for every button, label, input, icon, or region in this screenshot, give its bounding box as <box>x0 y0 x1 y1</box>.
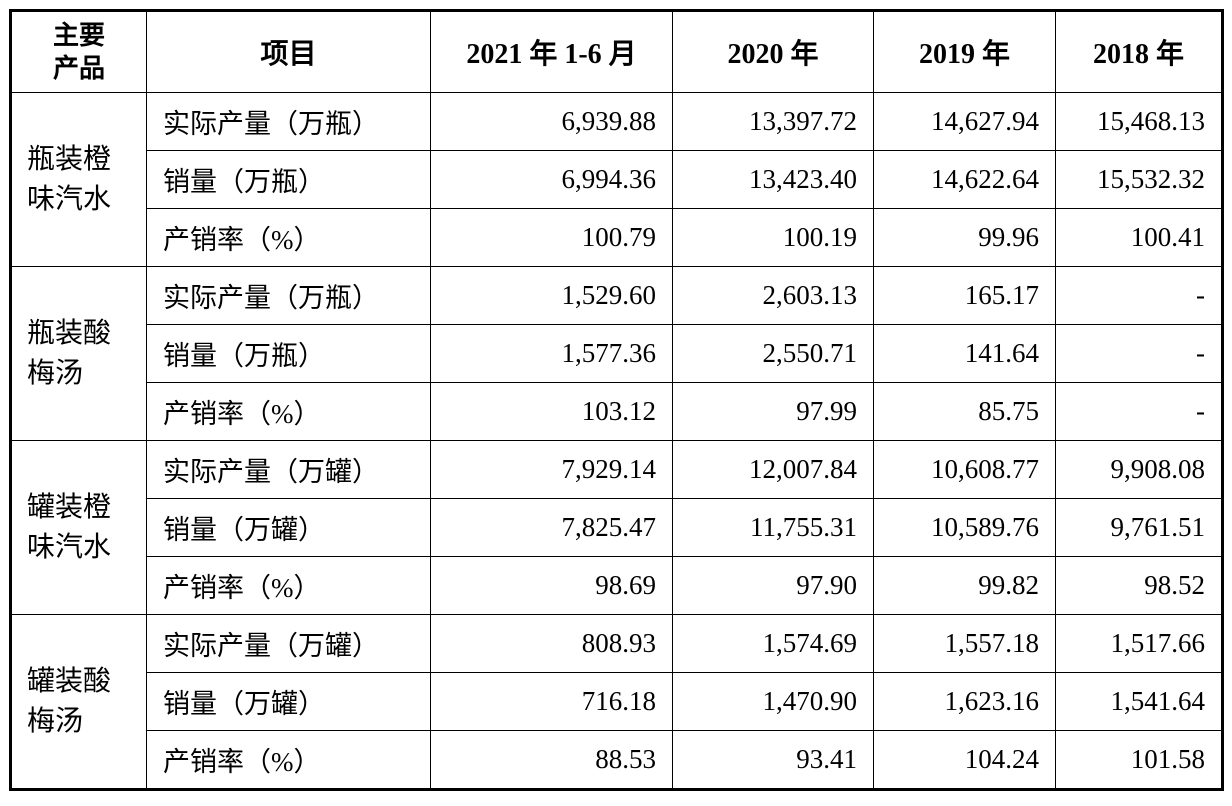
value-cell: 14,622.64 <box>873 150 1056 209</box>
table-row: 销量（万罐） 7,825.47 11,755.31 10,589.76 9,761.51 <box>11 498 1223 557</box>
value-cell: 15,532.32 <box>1055 150 1223 209</box>
table-row: 产销率（%） 100.79 100.19 99.96 100.41 <box>11 208 1223 267</box>
value-cell: - <box>1055 266 1223 325</box>
value-cell: 165.17 <box>873 266 1056 325</box>
table-row: 销量（万瓶） 6,994.36 13,423.40 14,622.64 15,532.3… <box>11 150 1223 209</box>
value-cell: 1,517.66 <box>1055 614 1223 673</box>
value-cell: 141.64 <box>873 324 1056 383</box>
value-cell: 7,929.14 <box>430 440 673 499</box>
product-name-line1: 罐装橙 <box>27 491 112 523</box>
value-cell: 100.41 <box>1055 208 1223 267</box>
header-main-product-line2: 产品 <box>52 54 105 83</box>
value-cell: 98.52 <box>1055 556 1223 615</box>
value-cell: 14,627.94 <box>873 92 1056 151</box>
value-cell: 13,397.72 <box>672 92 874 151</box>
value-cell: - <box>1055 382 1223 441</box>
value-cell: 9,761.51 <box>1055 498 1223 557</box>
header-main-product-line1: 主要 <box>52 21 105 50</box>
product-name-line1: 瓶装酸 <box>27 317 112 349</box>
value-cell: 11,755.31 <box>672 498 874 557</box>
value-cell: 93.41 <box>672 730 874 790</box>
value-cell: 88.53 <box>430 730 673 790</box>
header-period-2021h1: 2021 年 1-6 月 <box>430 10 673 93</box>
header-period-2018: 2018 年 <box>1055 10 1223 93</box>
item-label-cell: 销量（万瓶） <box>146 150 431 209</box>
value-cell: 99.96 <box>873 208 1056 267</box>
product-name-cell: 瓶装酸 梅汤 <box>10 266 147 441</box>
value-cell: 99.82 <box>873 556 1056 615</box>
item-label-cell: 产销率（%） <box>146 730 431 790</box>
table-row: 产销率（%） 98.69 97.90 99.82 98.52 <box>11 556 1223 615</box>
header-item: 项目 <box>146 10 431 93</box>
value-cell: 2,603.13 <box>672 266 874 325</box>
value-cell: 10,608.77 <box>873 440 1056 499</box>
value-cell: 97.90 <box>672 556 874 615</box>
value-cell: 1,470.90 <box>672 672 874 731</box>
value-cell: 100.79 <box>430 208 673 267</box>
value-cell: 13,423.40 <box>672 150 874 209</box>
item-label-cell: 销量（万瓶） <box>146 324 431 383</box>
product-name-cell: 罐装酸 梅汤 <box>10 614 147 790</box>
value-cell: 12,007.84 <box>672 440 874 499</box>
product-name-line1: 罐装酸 <box>27 665 112 697</box>
value-cell: 808.93 <box>430 614 673 673</box>
product-name-line2: 味汽水 <box>27 531 112 563</box>
value-cell: 85.75 <box>873 382 1056 441</box>
header-period-2020: 2020 年 <box>672 10 874 93</box>
table-row: 产销率（%） 103.12 97.99 85.75- <box>11 382 1223 441</box>
item-label-cell: 实际产量（万瓶） <box>146 92 431 151</box>
value-cell: 1,529.60 <box>430 266 673 325</box>
value-cell: - <box>1055 324 1223 383</box>
value-cell: 1,574.69 <box>672 614 874 673</box>
table-row: 销量（万罐） 716.18 1,470.90 1,623.16 1,541.64 <box>11 672 1223 731</box>
table-row: 罐装橙 味汽水 实际产量（万罐） 7,929.14 12,007.84 10,608.77… <box>10 440 1223 615</box>
value-cell: 1,541.64 <box>1055 672 1223 731</box>
product-name-line2: 味汽水 <box>27 183 112 215</box>
value-cell: 716.18 <box>430 672 673 731</box>
value-cell: 101.58 <box>1055 730 1223 790</box>
value-cell: 6,994.36 <box>430 150 673 209</box>
table-row: 产销率（%） 88.53 93.41 104.24 101.58 <box>11 730 1223 790</box>
item-label-cell: 产销率（%） <box>146 382 431 441</box>
value-cell: 1,557.18 <box>873 614 1056 673</box>
item-label-cell: 实际产量（万罐） <box>146 440 431 499</box>
item-label-cell: 产销率（%） <box>146 556 431 615</box>
product-name-cell: 瓶装橙 味汽水 <box>10 92 147 267</box>
item-label-cell: 销量（万罐） <box>146 672 431 731</box>
product-name-line2: 梅汤 <box>27 357 84 389</box>
value-cell: 15,468.13 <box>1055 92 1223 151</box>
value-cell: 10,589.76 <box>873 498 1056 557</box>
value-cell: 97.99 <box>672 382 874 441</box>
item-label-cell: 产销率（%） <box>146 208 431 267</box>
header-main-product: 主要 产品 <box>10 10 147 93</box>
table-row: 销量（万瓶） 1,577.36 2,550.71 141.64- <box>11 324 1223 383</box>
header-row: 主要 产品 项目 2021 年 1-6 月 2020 年 2019 年 2018… <box>10 10 1223 93</box>
value-cell: 98.69 <box>430 556 673 615</box>
value-cell: 6,939.88 <box>430 92 673 151</box>
item-label-cell: 销量（万罐） <box>146 498 431 557</box>
production-sales-table: 主要 产品 项目 2021 年 1-6 月 2020 年 2019 年 2018… <box>9 9 1224 791</box>
header-period-2019: 2019 年 <box>873 10 1056 93</box>
table-row: 瓶装橙 味汽水 实际产量（万瓶） 6,939.88 13,397.72 14,627.94… <box>10 92 1223 267</box>
item-label-cell: 实际产量（万罐） <box>146 614 431 673</box>
table-row: 罐装酸 梅汤 实际产量（万罐） 808.93 1,574.69 1,557.18 1,517… <box>10 614 1223 790</box>
value-cell: 1,577.36 <box>430 324 673 383</box>
value-cell: 7,825.47 <box>430 498 673 557</box>
product-name-cell: 罐装橙 味汽水 <box>10 440 147 615</box>
product-name-line2: 梅汤 <box>27 705 84 737</box>
item-label-cell: 实际产量（万瓶） <box>146 266 431 325</box>
value-cell: 2,550.71 <box>672 324 874 383</box>
production-sales-table-container: 主要 产品 项目 2021 年 1-6 月 2020 年 2019 年 2018… <box>9 9 1224 791</box>
table-body: 瓶装橙 味汽水 实际产量（万瓶） 6,939.88 13,397.72 14,627.94… <box>10 92 1223 790</box>
table-row: 瓶装酸 梅汤 实际产量（万瓶） 1,529.60 2,603.13 165.17- <box>10 266 1223 441</box>
value-cell: 104.24 <box>873 730 1056 790</box>
value-cell: 9,908.08 <box>1055 440 1223 499</box>
value-cell: 1,623.16 <box>873 672 1056 731</box>
product-name-line1: 瓶装橙 <box>27 143 112 175</box>
value-cell: 100.19 <box>672 208 874 267</box>
value-cell: 103.12 <box>430 382 673 441</box>
